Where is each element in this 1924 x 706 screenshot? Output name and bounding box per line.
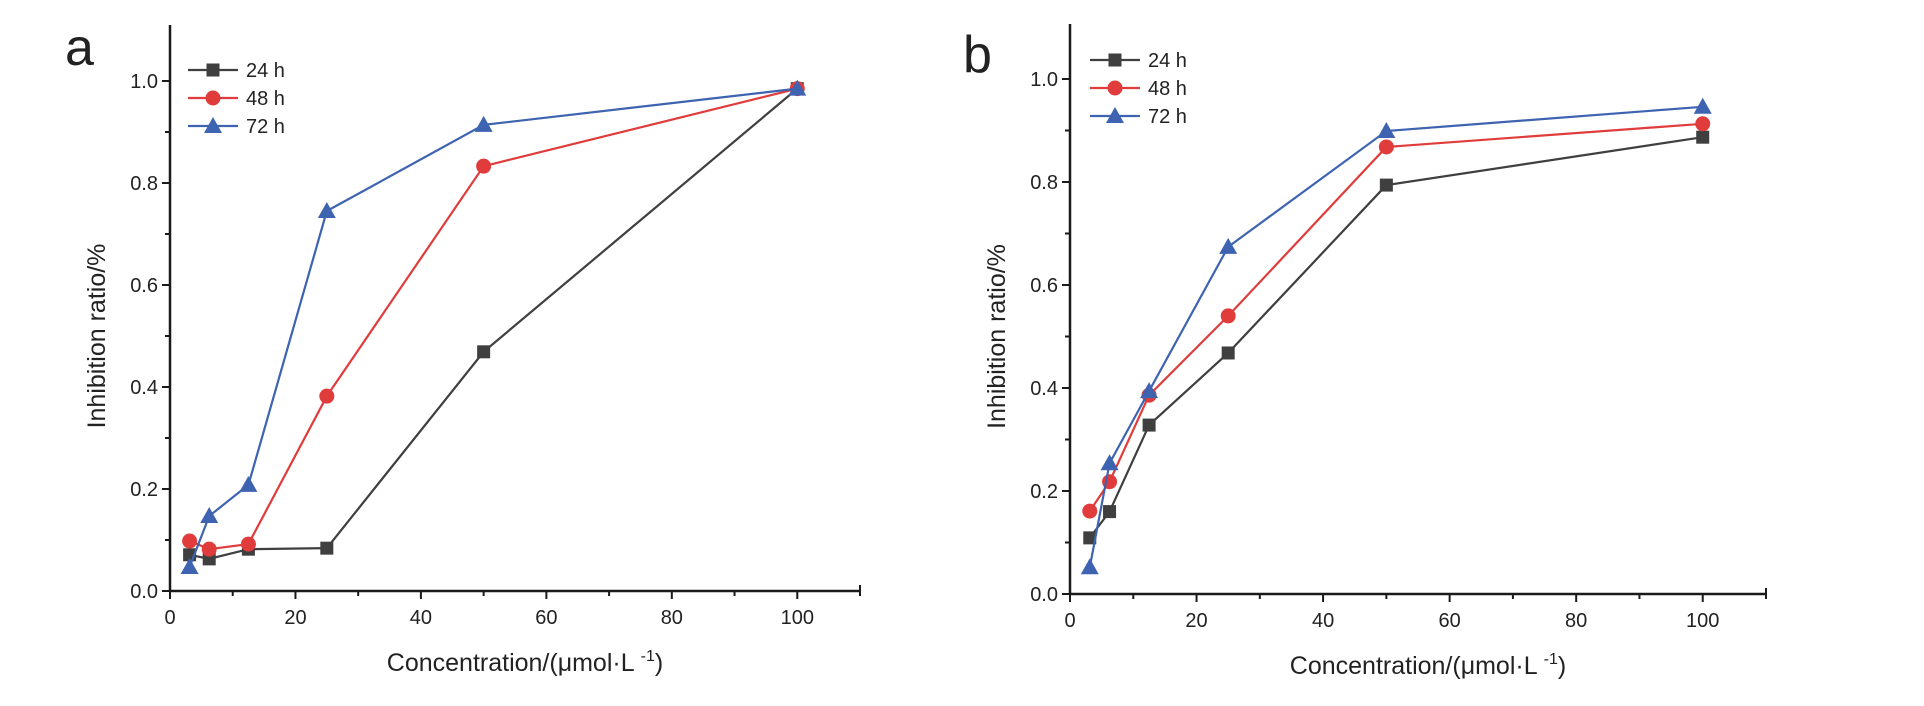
x-tick-label: 100 — [1686, 610, 1719, 632]
data-point — [1696, 130, 1710, 144]
data-point — [1100, 454, 1119, 471]
data-point — [1220, 308, 1236, 324]
series-line — [189, 87, 798, 551]
data-point — [200, 507, 219, 524]
y-tick-label: 0.8 — [130, 173, 158, 195]
legend-marker — [204, 117, 222, 133]
series-48h — [182, 81, 805, 557]
y-tick-label: 0.2 — [1030, 481, 1058, 503]
x-tick-label: 20 — [1185, 610, 1207, 632]
panel-label: b — [963, 26, 992, 84]
data-point — [1142, 418, 1156, 432]
x-tick-label: 0 — [1064, 610, 1075, 632]
data-point — [1080, 558, 1099, 575]
legend-marker — [1107, 80, 1123, 96]
data-point — [474, 115, 493, 132]
x-axis-title: Concentration/(μmol·L -1) — [387, 648, 663, 677]
data-point — [1379, 178, 1393, 192]
data-point — [1082, 503, 1098, 519]
data-point — [476, 158, 492, 174]
series-48h — [1082, 116, 1711, 519]
y-tick-label: 1.0 — [130, 71, 158, 93]
series-72h — [1080, 97, 1712, 575]
data-point — [201, 541, 217, 557]
x-tick-label: 60 — [1439, 610, 1461, 632]
series-24h — [1083, 130, 1710, 545]
data-point — [1083, 531, 1097, 545]
y-tick-label: 0.0 — [1030, 584, 1058, 606]
data-point — [477, 345, 491, 359]
legend-marker — [206, 63, 220, 77]
series-line — [189, 87, 798, 560]
data-point — [320, 541, 334, 555]
legend-label: 24 h — [246, 60, 285, 82]
legend-marker — [205, 90, 221, 106]
y-tick-label: 0.4 — [130, 377, 158, 399]
data-point — [319, 388, 335, 404]
x-tick-label: 100 — [781, 607, 814, 629]
series-line — [1088, 105, 1703, 568]
y-tick-label: 1.0 — [1030, 69, 1058, 91]
x-axis-title: Concentration/(μmol·L -1) — [1290, 651, 1566, 680]
data-point — [1695, 116, 1711, 132]
data-point — [788, 79, 807, 96]
y-tick-label: 0.6 — [130, 275, 158, 297]
data-point — [1219, 237, 1238, 254]
legend-label: 24 h — [1148, 50, 1187, 72]
data-point — [1377, 122, 1396, 139]
legend-label: 72 h — [246, 116, 285, 138]
x-tick-label: 80 — [661, 607, 683, 629]
data-point — [1378, 139, 1394, 155]
x-tick-label: 20 — [284, 607, 306, 629]
x-tick-label: 60 — [535, 607, 557, 629]
legend-marker — [1108, 53, 1122, 67]
data-point — [180, 558, 199, 575]
y-tick-label: 0.2 — [130, 479, 158, 501]
legend-label: 48 h — [1148, 78, 1187, 100]
series-line — [188, 87, 798, 568]
y-tick-label: 0.0 — [130, 581, 158, 603]
y-axis-title: Inhibition ratio/% — [83, 244, 111, 429]
y-axis-title: Inhibition ratio/% — [983, 244, 1011, 429]
panel-b: b 0 20 40 60 80 100 0.0 0.2 0.4 0.6 0.8 1.0 Concentra… — [963, 24, 1767, 680]
legend-label: 72 h — [1148, 106, 1187, 128]
data-point — [317, 202, 336, 219]
data-point — [1140, 382, 1159, 399]
series-72h — [180, 79, 807, 575]
legend: 24 h 48 h 72 h — [188, 60, 285, 138]
data-point — [240, 536, 256, 552]
data-point — [239, 475, 258, 492]
legend-marker — [1106, 107, 1124, 123]
legend-label: 48 h — [246, 88, 285, 110]
data-point — [182, 533, 198, 549]
y-tick-label: 0.6 — [1030, 275, 1058, 297]
x-tick-label: 40 — [410, 607, 432, 629]
x-tick-label: 80 — [1565, 610, 1587, 632]
data-point — [1221, 346, 1235, 360]
data-point — [1103, 505, 1117, 519]
data-point — [1693, 97, 1712, 114]
series-line — [1088, 122, 1703, 512]
panel-a: a 0 20 40 60 80 100 0.0 0.2 0.4 0.6 0.8 1.0 Concentra… — [65, 19, 861, 677]
y-tick-label: 0.4 — [1030, 378, 1058, 400]
panel-label: a — [65, 19, 94, 77]
legend: 24 h 48 h 72 h — [1090, 50, 1187, 128]
x-tick-label: 40 — [1312, 610, 1334, 632]
y-tick-label: 0.8 — [1030, 172, 1058, 194]
x-tick-label: 0 — [164, 607, 175, 629]
series-line — [1088, 136, 1703, 539]
